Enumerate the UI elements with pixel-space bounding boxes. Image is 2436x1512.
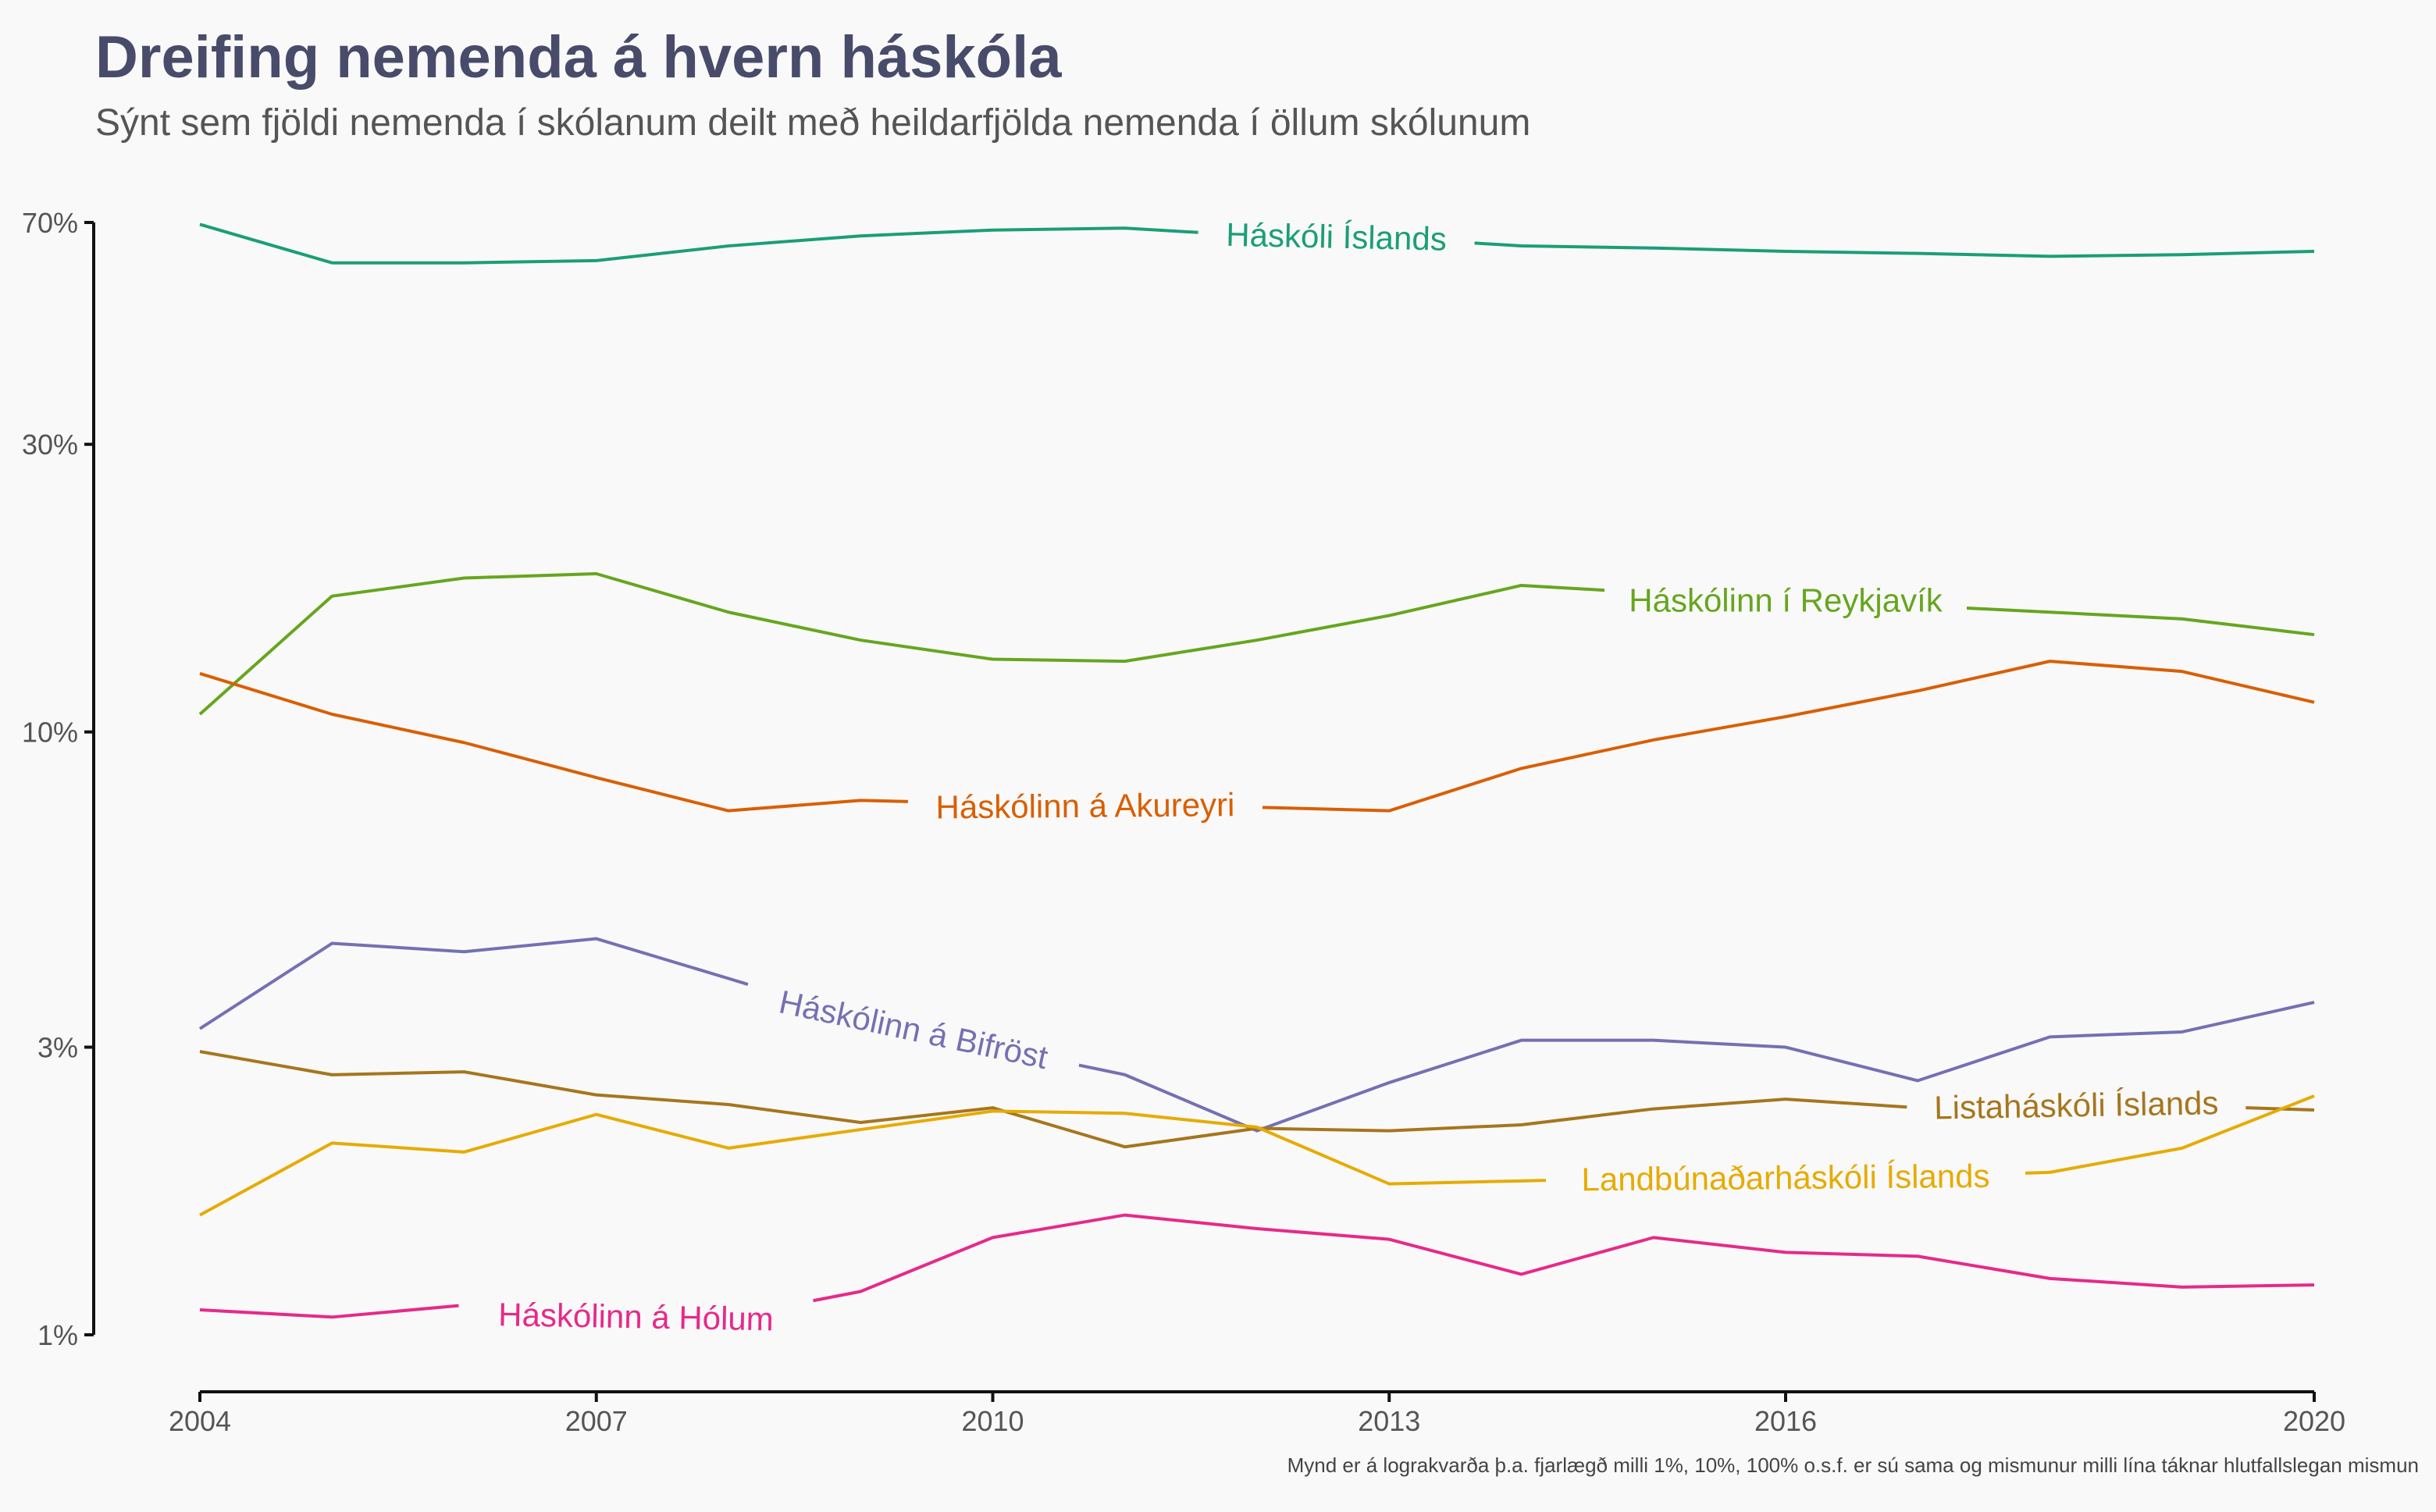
x-tick-label: 2010 xyxy=(961,1405,1024,1437)
series-line-haskolinn-a-akureyri xyxy=(199,671,909,813)
y-tick-label: 3% xyxy=(37,1032,78,1064)
series-label-listahaskoli-islands: Listaháskóli Íslands xyxy=(1934,1084,2219,1126)
series-line-haskolinn-a-akureyri xyxy=(1262,660,2315,813)
series-line-haskolinn-a-bifrost xyxy=(1078,1001,2315,1133)
series-line-haskolinn-i-reykjavik xyxy=(198,571,1605,716)
series-label-haskolinn-a-holum: Háskólinn á Hólum xyxy=(498,1296,774,1337)
series-line-landbuna-arhaskoli-islands xyxy=(199,1109,1547,1217)
chart-subtitle: Sýnt sem fjöldi nemenda í skólanum deilt… xyxy=(95,102,1531,144)
series-line-haskolinn-i-reykjavik xyxy=(1966,606,2315,637)
chart-title: Dreifing nemenda á hvern háskóla xyxy=(95,24,1062,91)
series-line-haskolinn-a-holum xyxy=(199,1304,459,1319)
chart-caption: Mynd er á lograkvarða þ.a. fjarlægð mill… xyxy=(1287,1453,2419,1477)
series-line-haskoli-islands xyxy=(199,222,1198,265)
series-label-landbuna-arhaskoli-islands: Landbúnaðarháskóli Íslands xyxy=(1581,1158,1989,1198)
series-line-haskolinn-a-holum xyxy=(813,1213,2315,1303)
y-tick-label: 30% xyxy=(22,429,78,461)
y-tick-label: 1% xyxy=(37,1319,78,1351)
x-tick-label: 2013 xyxy=(1358,1405,1420,1437)
series-label-haskolinn-i-reykjavik: Háskólinn í Reykjavík xyxy=(1629,582,1943,619)
series-label-haskolinn-a-akureyri: Háskólinn á Akureyri xyxy=(935,786,1234,825)
x-tick-label: 2020 xyxy=(2283,1405,2345,1437)
x-tick-label: 2007 xyxy=(565,1405,628,1437)
x-tick-label: 2016 xyxy=(1754,1405,1817,1437)
series-line-landbuna-arhaskoli-islands xyxy=(2025,1094,2315,1175)
series-line-listahaskoli-islands xyxy=(199,1050,1907,1149)
series-label-haskoli-islands: Háskóli Íslands xyxy=(1226,216,1447,258)
y-tick-label: 10% xyxy=(22,717,78,749)
axes: 1% 3% 10% 30% 70% 2004 2007 2010 2013 2016 2020 xyxy=(22,207,2345,1437)
y-tick-label: 70% xyxy=(22,207,78,239)
x-tick-label: 2004 xyxy=(169,1405,231,1437)
series-lines xyxy=(198,222,2315,1319)
series-line-haskoli-islands xyxy=(1474,241,2315,258)
series-line-haskolinn-a-bifrost xyxy=(198,937,749,1030)
series-label-haskolinn-a-bifrost: Háskólinn á Bifröst xyxy=(776,983,1052,1076)
